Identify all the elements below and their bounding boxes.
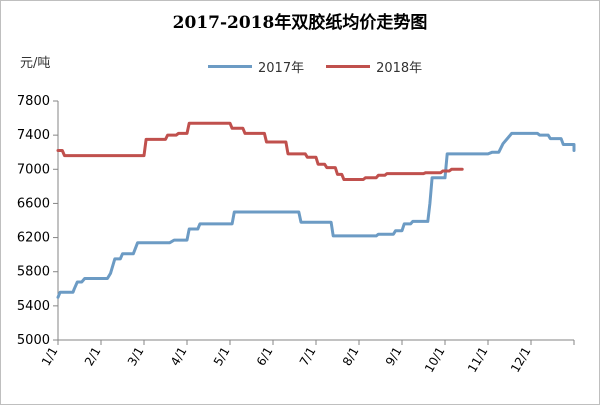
x-tick-label: 9/1 bbox=[383, 345, 405, 369]
series-line-2018 bbox=[56, 121, 464, 181]
x-tick-label: 4/1 bbox=[168, 345, 190, 369]
x-tick-label: 8/1 bbox=[340, 345, 362, 369]
legend-item-2017: 2017年 bbox=[208, 57, 304, 76]
x-tick-label: 1/1 bbox=[39, 345, 61, 369]
y-tick-label: 7000 bbox=[17, 162, 50, 177]
legend-item-2018: 2018年 bbox=[326, 57, 422, 76]
y-tick-label: 6200 bbox=[17, 231, 50, 246]
y-tick-label: 5000 bbox=[17, 333, 50, 348]
legend-label-2018: 2018年 bbox=[376, 60, 423, 76]
y-tick-label: 7800 bbox=[17, 94, 50, 109]
y-tick-label: 5400 bbox=[17, 299, 50, 314]
x-tick-label: 11/1 bbox=[465, 345, 491, 375]
x-tick-label: 7/1 bbox=[297, 345, 319, 369]
x-tick-label: 5/1 bbox=[211, 345, 233, 369]
chart-title: 2017-2018年双胶纸均价走势图 bbox=[172, 13, 428, 33]
x-tick-label: 3/1 bbox=[125, 345, 147, 369]
series-line-2017 bbox=[56, 131, 576, 299]
y-tick-label: 5800 bbox=[17, 265, 50, 280]
y-tick-label: 7400 bbox=[17, 128, 50, 143]
y-tick-label: 6600 bbox=[17, 196, 50, 211]
legend-label-2017: 2017年 bbox=[258, 60, 305, 76]
x-tick-label: 2/1 bbox=[82, 345, 104, 369]
y-axis-unit-label: 元/吨 bbox=[20, 56, 51, 71]
legend-swatch-2018 bbox=[326, 64, 371, 68]
x-tick-label: 6/1 bbox=[254, 345, 276, 369]
x-tick-label: 10/1 bbox=[422, 345, 448, 375]
x-tick-label: 12/1 bbox=[508, 345, 534, 375]
chart-legend: 2017年 2018年 bbox=[208, 57, 444, 76]
legend-swatch-2017 bbox=[208, 64, 252, 68]
